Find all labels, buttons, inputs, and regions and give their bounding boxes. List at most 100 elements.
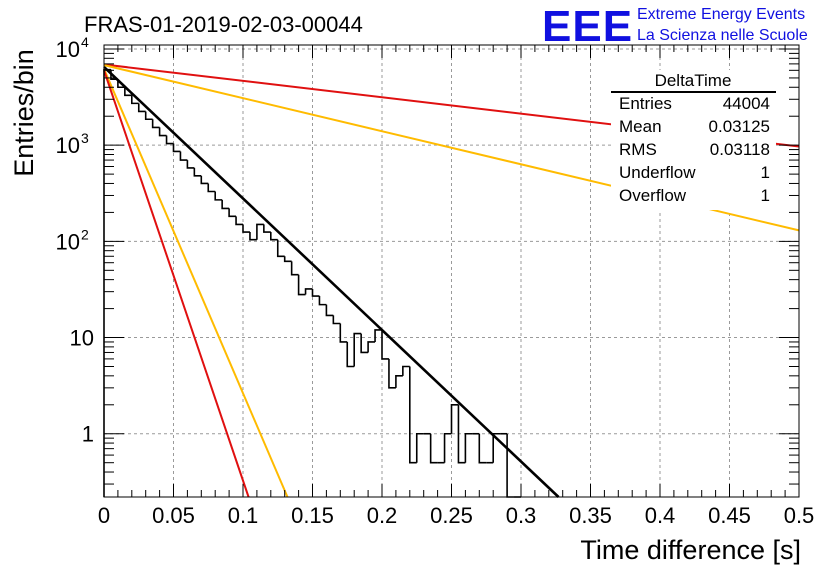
eee-logo: EEE — [542, 2, 633, 51]
histogram-bin — [304, 288, 313, 295]
histogram-bin — [360, 333, 369, 354]
stats-label: RMS — [619, 140, 657, 159]
x-tick-label: 0.1 — [228, 503, 259, 528]
fit-curve-5 — [103, 70, 250, 498]
stats-value: 1 — [761, 163, 770, 182]
histogram-bin — [172, 143, 181, 153]
histogram-bin — [276, 239, 285, 258]
fit-curve-4 — [103, 68, 289, 498]
histogram-bin — [381, 329, 389, 360]
histogram-bin — [200, 175, 209, 185]
stats-value: 1 — [761, 186, 770, 205]
histogram-bin — [207, 183, 216, 193]
x-axis-label: Time difference [s] — [580, 535, 801, 565]
x-tick-label: 0.45 — [708, 503, 751, 528]
histogram-bin — [402, 365, 410, 376]
histogram-bin — [506, 433, 515, 498]
histogram-bin — [158, 127, 167, 137]
y-axis-label: Entries/bin — [9, 49, 39, 177]
x-tick-label: 0.3 — [506, 503, 537, 528]
stats-value: 44004 — [723, 94, 770, 113]
histogram-bin — [339, 323, 348, 343]
brand-line-1: Extreme Energy Events — [637, 6, 805, 23]
histogram-bin — [325, 304, 334, 317]
y-tick-label: 10 — [56, 229, 80, 254]
histogram-bin — [270, 232, 278, 241]
histogram-bin — [464, 432, 473, 463]
histogram-bin — [221, 199, 230, 210]
stats-value: 0.03125 — [709, 117, 770, 136]
y-tick-label: 1 — [82, 422, 94, 447]
histogram-bin — [478, 433, 487, 464]
histogram-bin — [443, 432, 452, 463]
histogram-bin — [429, 433, 438, 464]
histogram-bin — [228, 208, 237, 218]
stats-box-background — [611, 70, 776, 210]
histogram-bin — [165, 135, 174, 145]
x-tick-labels: 0 0.05 0.1 0.15 0.2 0.25 0.3 0.35 0.4 0.45 0.5 — [98, 503, 814, 528]
histogram-bin — [256, 223, 264, 240]
histogram — [103, 68, 521, 498]
histogram-bin — [242, 224, 250, 233]
y-tick-exponent: 4 — [81, 34, 89, 50]
brand-line-2: La Scienza nelle Scuole — [637, 27, 808, 44]
x-tick-label: 0.25 — [430, 503, 473, 528]
histogram-bin — [214, 191, 223, 201]
histogram-bin — [450, 403, 459, 434]
histogram-bin — [297, 274, 306, 296]
histogram-bin — [283, 256, 292, 263]
x-tick-label: 0.4 — [645, 503, 676, 528]
histogram-bin — [353, 332, 362, 367]
histogram-bin — [388, 358, 396, 389]
histogram-bin — [249, 232, 257, 241]
histogram-bin — [374, 329, 382, 342]
stats-box: DeltaTime Entries 44004 Mean 0.03125 RMS 0.03… — [611, 70, 776, 210]
stats-label: Mean — [619, 117, 662, 136]
y-tick-exponent: 2 — [81, 226, 89, 242]
histogram-bin — [318, 296, 327, 306]
y-tick-exponent: 3 — [81, 130, 89, 146]
histogram-bin — [290, 261, 299, 276]
histogram-bin — [131, 95, 139, 105]
histogram-bin — [346, 341, 355, 368]
y-tick-label: 10 — [56, 37, 80, 62]
histogram-bin — [110, 69, 118, 81]
histogram-bin — [263, 224, 271, 233]
y-tick-label: 10 — [70, 326, 94, 351]
histogram-bin — [492, 432, 501, 463]
histogram-bin — [395, 375, 403, 388]
histogram-bin — [235, 216, 243, 226]
stats-rows: Entries 44004 Mean 0.03125 RMS 0.03118 Underfl… — [619, 94, 770, 205]
y-tick-label: 10 — [56, 133, 80, 158]
histogram-bin — [193, 167, 202, 177]
histogram-bin — [117, 79, 125, 89]
x-tick-label: 0.2 — [367, 503, 398, 528]
stats-value: 0.03118 — [710, 140, 770, 159]
histogram-bin — [179, 151, 188, 161]
histogram-bin — [415, 432, 424, 463]
stats-title: DeltaTime — [655, 71, 732, 90]
x-tick-label: 0.15 — [291, 503, 334, 528]
stats-label: Overflow — [619, 186, 687, 205]
x-tick-label: 0 — [98, 503, 110, 528]
histogram-bin — [151, 119, 160, 129]
stats-label: Underflow — [619, 163, 696, 182]
x-tick-label: 0.5 — [784, 503, 815, 528]
axis-ticks — [103, 45, 800, 497]
histogram-bin — [124, 87, 132, 97]
histogram-bin — [457, 404, 466, 464]
histogram-bin — [311, 288, 320, 297]
x-tick-label: 0.35 — [569, 503, 612, 528]
x-tick-label: 0.05 — [152, 503, 195, 528]
fit-curve-1 — [103, 66, 560, 498]
histogram-bin — [367, 341, 376, 353]
histogram-bin — [409, 366, 417, 464]
histogram-bin — [103, 68, 111, 497]
histogram-bin — [137, 103, 146, 113]
chart-title: FRAS-01-2019-02-03-00044 — [84, 12, 363, 37]
histogram-bin — [332, 315, 341, 325]
histogram-bin — [144, 111, 153, 121]
histogram-bin — [186, 160, 195, 169]
